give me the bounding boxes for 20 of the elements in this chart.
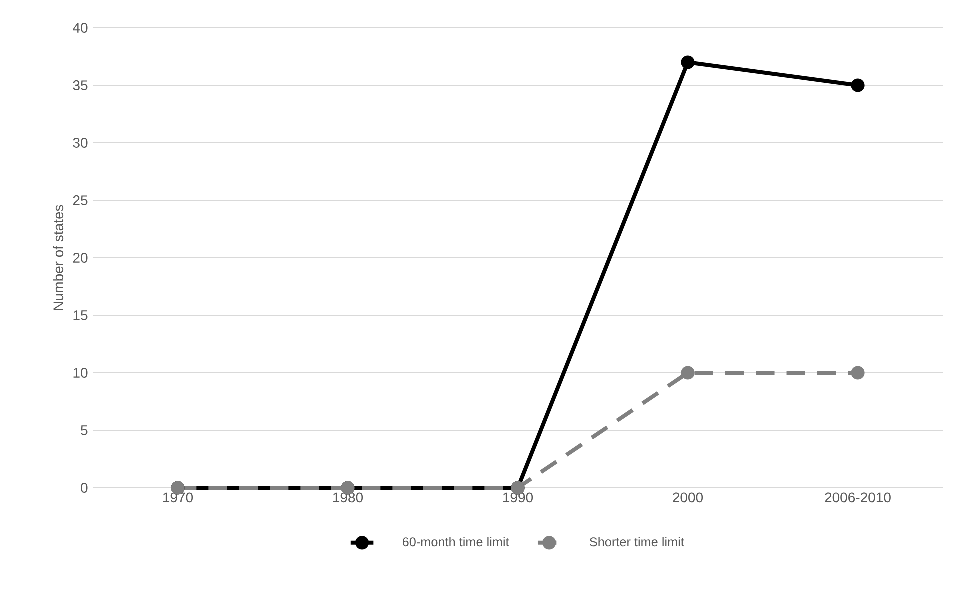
y-tick-label: 40 — [73, 23, 88, 33]
y-tick-label: 0 — [81, 483, 88, 493]
y-tick-label: 35 — [73, 80, 88, 90]
y-tick-label: 30 — [73, 138, 88, 148]
y-axis-title: Number of states — [53, 205, 64, 310]
legend-label: 60-month time limit — [402, 537, 510, 547]
point — [851, 78, 865, 92]
point — [681, 56, 695, 70]
x-tick-label: 2000 — [673, 492, 704, 503]
point — [851, 366, 865, 380]
point — [681, 366, 695, 380]
y-tick-label: 20 — [73, 253, 88, 263]
x-tick-label: 1990 — [504, 492, 534, 503]
y-tick-label: 5 — [81, 426, 88, 436]
x-tick-label: 1980 — [334, 492, 364, 503]
x-tick-label: 2006-2010 — [825, 492, 891, 503]
y-tick-label: 15 — [74, 310, 88, 320]
legend-label: Shorter time limit — [590, 537, 684, 547]
y-tick-label: 10 — [74, 368, 88, 378]
y-tick-label: 25 — [73, 196, 88, 206]
